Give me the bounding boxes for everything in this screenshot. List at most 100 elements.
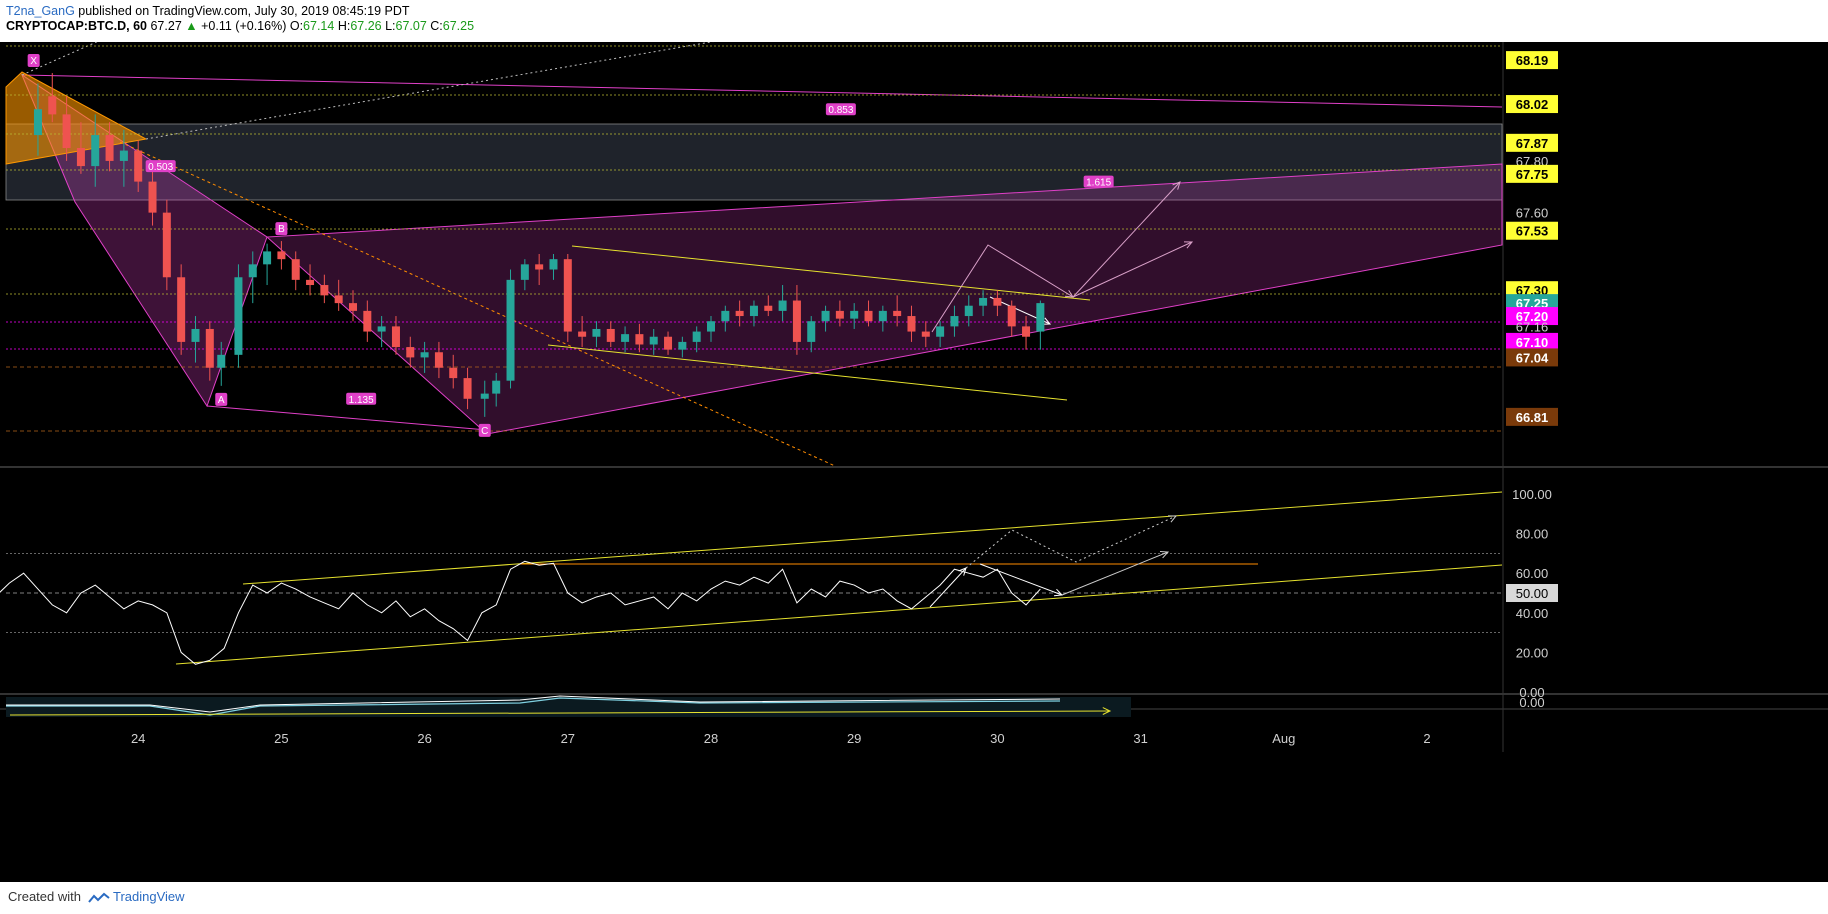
candle-body (48, 96, 57, 115)
price-axis-tag (1506, 133, 1558, 152)
candle (950, 305, 959, 337)
fib-ratio-badge (145, 160, 176, 173)
osc-axis-text: 0.00 (1519, 695, 1544, 710)
price-axis-label: 68.02 (1506, 95, 1558, 114)
ohlc-line: CRYPTOCAP:BTC.D, 60 67.27 ▲ +0.11 (+0.16… (6, 19, 474, 34)
date-axis-tick: 27 (561, 731, 575, 746)
price-axis-text: 68.02 (1516, 97, 1549, 112)
chart-header: T2na_GanG published on TradingView.com, … (6, 4, 474, 34)
candle-body (234, 277, 243, 355)
candle (792, 285, 801, 355)
candle (835, 300, 844, 327)
rsi-projection-arrow-path (979, 563, 1063, 596)
candle (248, 251, 257, 304)
price-axis-text: 68.19 (1516, 53, 1549, 68)
candle-body (964, 305, 973, 317)
candle (134, 140, 143, 192)
candle (391, 316, 400, 355)
candle-body (878, 310, 887, 322)
low-value: 67.07 (395, 19, 427, 33)
price-axis-text: 67.20 (1516, 309, 1549, 324)
candle (492, 372, 501, 407)
candle (907, 305, 916, 342)
rsi-line (0, 560, 1041, 665)
date-axis-tick: 26 (417, 731, 431, 746)
price-axis-text: 67.87 (1516, 136, 1549, 151)
projection-arrow-head (1041, 317, 1052, 325)
date-axis-tick: 25 (274, 731, 288, 746)
candle (48, 73, 57, 123)
pattern-leg-ac (206, 405, 488, 431)
candle (520, 259, 529, 291)
candle-body (778, 300, 787, 311)
rsi-upper-trendline (242, 491, 1503, 585)
price-axis-tag (1506, 348, 1558, 367)
price-axis-label: 67.53 (1506, 221, 1558, 240)
price-axis-tag (1506, 51, 1558, 70)
candle-body (835, 310, 844, 319)
candle-body (492, 380, 501, 394)
fib-ratio-badge (346, 392, 377, 405)
price-axis-text: 67.04 (1516, 350, 1549, 365)
rsi-projection-arrow (965, 515, 1178, 569)
candle-body (864, 310, 873, 322)
candle (217, 341, 226, 386)
date-axis-tick: 29 (847, 731, 861, 746)
price-axis-label: 67.10 (1506, 332, 1558, 351)
candle-body (420, 352, 429, 358)
candle-body (1022, 326, 1031, 337)
rsi-projection-arrow (1061, 550, 1170, 596)
candle-body (907, 316, 916, 332)
candle-body (893, 310, 902, 317)
pattern-point-label: C (481, 426, 488, 437)
candle (563, 254, 572, 342)
created-with-text: Created with (8, 889, 81, 904)
chart-canvas[interactable]: X B A C 0.503 1.135 0.853 1.615 68.19 68.02 67.87 6… (0, 42, 1828, 882)
candle-body (205, 328, 214, 368)
candle (1022, 316, 1031, 350)
candle (921, 321, 930, 348)
rsi-projection-arrow-head (1167, 515, 1178, 523)
projection-arrow (1072, 241, 1194, 298)
candle (119, 129, 128, 187)
candle-body (506, 279, 515, 381)
white-dotted-line (145, 42, 714, 140)
pattern-point-c: C (478, 423, 491, 437)
candle-body (91, 135, 100, 167)
candle (606, 321, 615, 348)
footer: Created with TradingView (8, 889, 185, 904)
rsi-axis-tag (1506, 584, 1558, 602)
fib-ratio-badge (1083, 175, 1114, 188)
candle-body (621, 334, 630, 342)
open-value: 67.14 (303, 19, 335, 33)
rsi-axis-label: 50.00 (1506, 584, 1558, 602)
candle-body (921, 331, 930, 337)
pattern-point-label: X (30, 56, 37, 67)
fib-ratio-text: 0.853 (828, 105, 853, 116)
candle-body (191, 328, 200, 342)
candle-body (263, 251, 272, 265)
pattern-point-b: B (275, 222, 288, 236)
price-axis-text: 67.75 (1516, 167, 1549, 182)
candle-body (678, 341, 687, 350)
candle (535, 254, 544, 286)
low-label: L: (385, 19, 396, 33)
fib-ratio-badge (825, 103, 856, 116)
candle-body (792, 300, 801, 342)
price-axis-tag (1506, 307, 1558, 326)
osc-line-white (6, 695, 1061, 713)
candle (778, 285, 787, 322)
projection-arrow-path (931, 244, 1074, 333)
fib-ratio-label: 1.615 (1083, 175, 1114, 189)
candle (721, 305, 730, 332)
author-link[interactable]: T2na_GanG (6, 4, 75, 18)
candle-body (105, 135, 114, 161)
osc-arrow (9, 707, 1112, 716)
candle-body (248, 264, 257, 278)
pattern-point-x: X (27, 54, 40, 68)
candle (449, 354, 458, 389)
tradingview-brand[interactable]: TradingView (113, 889, 185, 904)
fib-ratio-text: 0.503 (148, 162, 173, 173)
candle-body (480, 393, 489, 399)
price-axis-label: 67.60 (1516, 206, 1549, 221)
